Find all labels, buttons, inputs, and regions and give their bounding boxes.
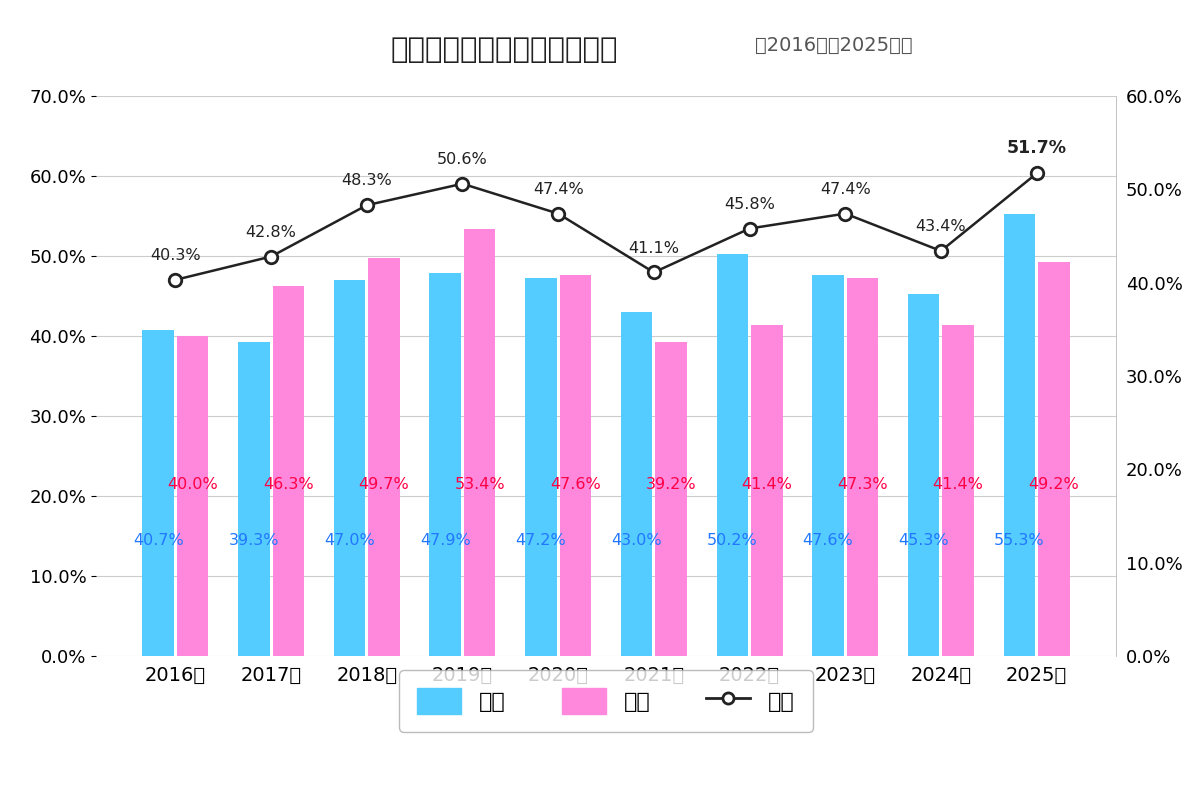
Text: 43.4%: 43.4% bbox=[916, 219, 966, 234]
Bar bbox=[908, 294, 940, 656]
Text: 39.2%: 39.2% bbox=[646, 477, 696, 492]
Bar bbox=[1038, 262, 1069, 656]
Text: 42.8%: 42.8% bbox=[246, 225, 296, 240]
Text: 異性と交際を積極的にしたい: 異性と交際を積極的にしたい bbox=[390, 36, 618, 64]
Bar bbox=[847, 278, 878, 656]
Text: 47.2%: 47.2% bbox=[516, 533, 566, 548]
Text: 50.2%: 50.2% bbox=[707, 533, 757, 548]
Text: 41.1%: 41.1% bbox=[629, 241, 679, 255]
Bar bbox=[559, 275, 592, 656]
Text: 39.3%: 39.3% bbox=[228, 533, 280, 548]
Bar bbox=[1003, 214, 1036, 656]
Bar bbox=[812, 275, 844, 656]
Text: 41.4%: 41.4% bbox=[742, 477, 792, 492]
Bar bbox=[655, 342, 686, 656]
Text: 49.7%: 49.7% bbox=[359, 477, 409, 492]
Text: 48.3%: 48.3% bbox=[341, 174, 392, 188]
Bar bbox=[334, 280, 365, 656]
Text: 43.0%: 43.0% bbox=[611, 533, 662, 548]
Text: 49.2%: 49.2% bbox=[1028, 477, 1079, 492]
Text: 40.0%: 40.0% bbox=[167, 477, 218, 492]
Text: 47.4%: 47.4% bbox=[533, 182, 583, 197]
Text: 46.3%: 46.3% bbox=[263, 477, 313, 492]
Text: 50.6%: 50.6% bbox=[437, 152, 488, 167]
Text: 45.8%: 45.8% bbox=[724, 197, 775, 212]
Bar bbox=[620, 312, 653, 656]
Bar bbox=[143, 330, 174, 656]
Bar bbox=[238, 342, 270, 656]
Text: 55.3%: 55.3% bbox=[994, 533, 1045, 548]
Bar bbox=[526, 278, 557, 656]
Text: （2016年〜2025年）: （2016年〜2025年） bbox=[755, 36, 913, 55]
Bar bbox=[464, 229, 496, 656]
Bar bbox=[716, 254, 748, 656]
Text: 53.4%: 53.4% bbox=[455, 477, 505, 492]
Legend: 男性, 女性, 全体: 男性, 女性, 全体 bbox=[400, 670, 812, 732]
Bar bbox=[942, 325, 974, 656]
Text: 47.0%: 47.0% bbox=[324, 533, 374, 548]
Text: 47.3%: 47.3% bbox=[838, 477, 888, 492]
Text: 41.4%: 41.4% bbox=[932, 477, 984, 492]
Text: 45.3%: 45.3% bbox=[899, 533, 949, 548]
Bar bbox=[430, 273, 461, 656]
Text: 51.7%: 51.7% bbox=[1007, 138, 1067, 157]
Bar bbox=[176, 336, 209, 656]
Text: 40.3%: 40.3% bbox=[150, 248, 200, 263]
Bar bbox=[751, 325, 782, 656]
Text: 47.9%: 47.9% bbox=[420, 533, 470, 548]
Bar bbox=[272, 286, 304, 656]
Text: 40.7%: 40.7% bbox=[133, 533, 184, 548]
Text: 47.6%: 47.6% bbox=[550, 477, 601, 492]
Text: 47.4%: 47.4% bbox=[820, 182, 871, 197]
Text: 47.6%: 47.6% bbox=[803, 533, 853, 548]
Bar bbox=[368, 258, 400, 656]
